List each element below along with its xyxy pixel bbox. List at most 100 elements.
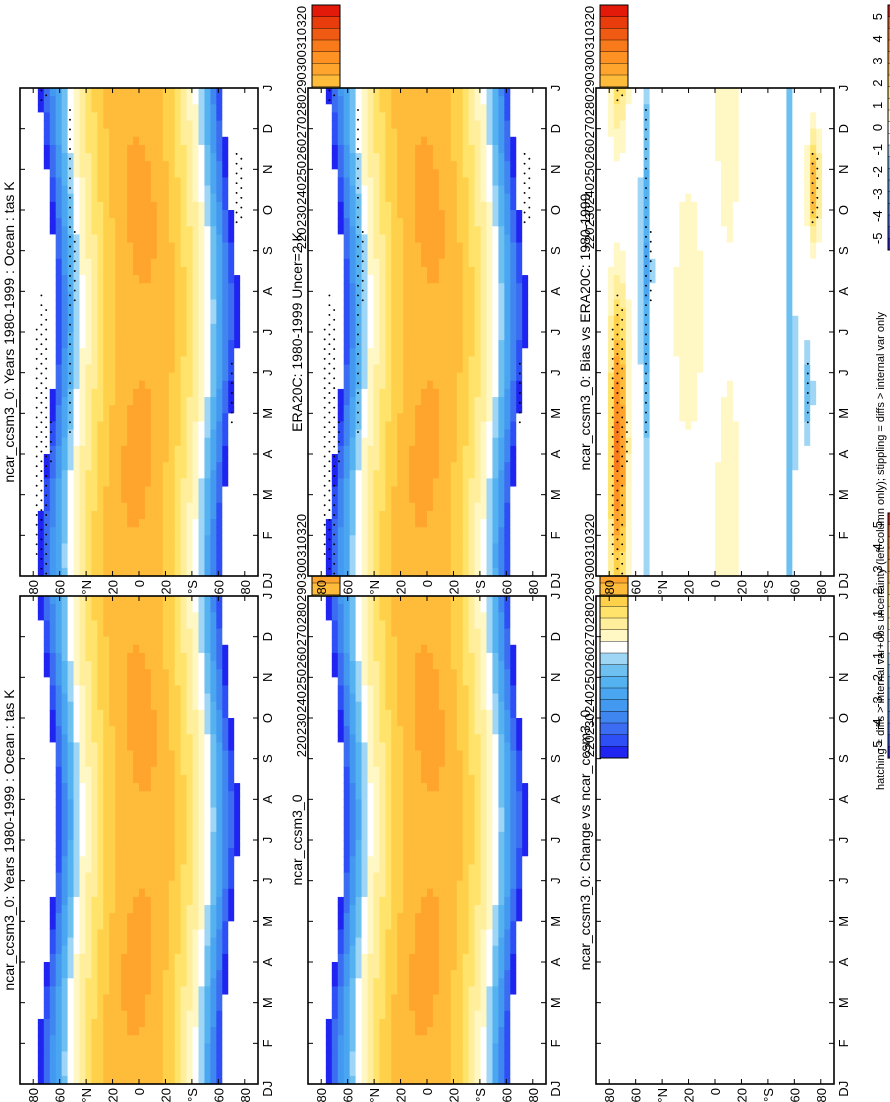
- heatmap-cell: [91, 1051, 98, 1061]
- stipple-dot: [40, 372, 43, 375]
- heatmap-cell: [210, 112, 217, 122]
- heatmap-cell: [25, 340, 33, 349]
- heatmap-cell: [31, 726, 39, 735]
- heatmap-cell: [20, 559, 27, 569]
- heatmap-cell: [67, 905, 75, 914]
- heatmap-cell: [240, 299, 247, 309]
- heatmap-cell: [67, 774, 75, 784]
- heatmap-cell: [121, 405, 128, 414]
- heatmap-cell: [85, 807, 92, 817]
- heatmap-cell: [174, 945, 182, 955]
- heatmap-cell: [180, 1018, 188, 1028]
- heatmap-cell: [61, 1002, 69, 1012]
- heatmap-cell: [49, 136, 57, 146]
- heatmap-cell: [204, 201, 211, 211]
- heatmap-cell: [156, 856, 164, 865]
- heatmap-cell: [234, 758, 241, 768]
- heatmap-cell: [55, 742, 63, 752]
- heatmap-cell: [85, 937, 92, 947]
- heatmap-cell: [228, 831, 235, 841]
- heatmap-cell: [180, 661, 188, 670]
- heatmap-cell: [144, 478, 152, 488]
- heatmap-cell: [204, 226, 211, 235]
- heatmap-cell: [156, 913, 164, 922]
- heatmap-cell: [234, 551, 241, 561]
- heatmap-cell: [180, 774, 188, 784]
- heatmap-cell: [228, 962, 235, 971]
- heatmap-cell: [121, 1067, 128, 1077]
- heatmap-cell: [174, 291, 182, 301]
- heatmap-cell: [144, 405, 152, 414]
- heatmap-cell: [25, 250, 33, 260]
- heatmap-cell: [144, 791, 152, 800]
- heatmap-cell: [156, 397, 164, 406]
- heatmap-cell: [186, 275, 194, 284]
- heatmap-cell: [73, 153, 81, 162]
- heatmap-cell: [43, 104, 51, 113]
- heatmap-cell: [79, 332, 87, 341]
- heatmap-cell: [73, 677, 81, 687]
- heatmap-cell: [43, 543, 51, 553]
- heatmap-cell: [85, 177, 92, 187]
- heatmap-cell: [115, 864, 122, 874]
- heatmap-cell: [25, 535, 33, 545]
- heatmap-cell: [180, 315, 188, 325]
- heatmap-cell: [43, 677, 51, 687]
- heatmap-cell: [103, 226, 110, 235]
- heatmap-cell: [150, 929, 158, 939]
- heatmap-cell: [20, 1051, 27, 1061]
- heatmap-cell: [49, 185, 57, 195]
- heatmap-cell: [180, 429, 188, 439]
- heatmap-cell: [85, 701, 92, 711]
- heatmap-cell: [109, 348, 116, 357]
- heatmap-cell: [246, 96, 253, 105]
- heatmap-cell: [234, 962, 241, 971]
- heatmap-cell: [91, 970, 98, 979]
- heatmap-cell: [97, 234, 104, 244]
- heatmap-cell: [121, 905, 128, 914]
- heatmap-cell: [192, 1067, 200, 1077]
- heatmap-cell: [180, 905, 188, 914]
- heatmap-cell: [186, 669, 194, 678]
- heatmap-cell: [246, 234, 253, 244]
- heatmap-cell: [192, 551, 200, 561]
- heatmap-cell: [109, 644, 116, 654]
- heatmap-cell: [186, 144, 194, 154]
- heatmap-cell: [240, 685, 247, 695]
- heatmap-cell: [156, 636, 164, 646]
- heatmap-cell: [150, 685, 158, 695]
- heatmap-cell: [55, 970, 63, 979]
- heatmap-cell: [252, 502, 259, 512]
- heatmap-cell: [43, 210, 51, 219]
- heatmap-cell: [31, 462, 39, 471]
- heatmap-cell: [252, 486, 259, 496]
- heatmap-cell: [234, 823, 241, 833]
- heatmap-cell: [222, 905, 229, 914]
- heatmap-cell: [216, 1027, 223, 1036]
- heatmap-cell: [97, 535, 104, 545]
- heatmap-cell: [240, 701, 247, 711]
- stipple-dot: [240, 167, 243, 170]
- heatmap-cell: [252, 120, 259, 130]
- heatmap-cell: [61, 364, 69, 374]
- stipple-dot: [235, 221, 238, 224]
- heatmap-cell: [31, 364, 39, 374]
- heatmap-cell: [97, 486, 104, 496]
- heatmap-cell: [216, 275, 223, 284]
- heatmap-cell: [210, 527, 217, 536]
- heatmap-cell: [73, 994, 81, 1004]
- heatmap-cell: [103, 644, 110, 654]
- heatmap-cell: [25, 332, 33, 341]
- heatmap-cell: [180, 1075, 188, 1085]
- heatmap-cell: [246, 494, 253, 504]
- heatmap-cell: [103, 1018, 110, 1028]
- heatmap-cell: [109, 234, 116, 244]
- heatmap-cell: [127, 559, 134, 569]
- heatmap-cell: [180, 120, 188, 130]
- heatmap-cell: [139, 153, 146, 162]
- stipple-dot: [35, 396, 38, 399]
- heatmap-cell: [103, 502, 110, 512]
- heatmap-cell: [109, 226, 116, 235]
- heatmap-cell: [210, 462, 217, 471]
- heatmap-cell: [139, 462, 146, 471]
